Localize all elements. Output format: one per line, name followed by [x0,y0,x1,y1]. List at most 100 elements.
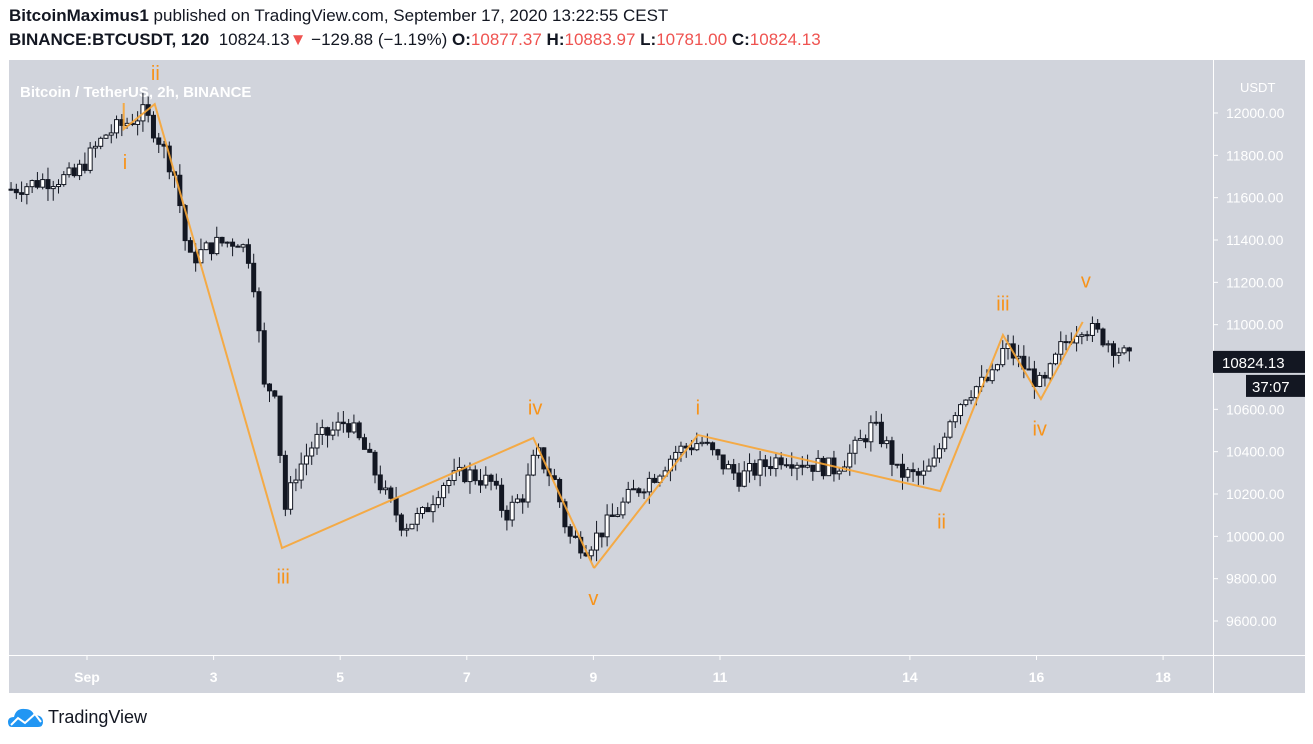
brand-name: TradingView [48,706,148,727]
candle [77,163,83,177]
wave-label: iv [528,397,542,419]
candle [103,134,109,139]
wave-label: i [123,152,127,174]
last-price-tag [1213,350,1305,373]
y-tick-label: 10000.00 [1226,528,1285,544]
candle [1000,348,1006,366]
x-tick-label: 7 [463,669,471,685]
y-tick-label: 10600.00 [1226,401,1285,417]
candle [783,464,789,467]
candle [56,184,62,188]
candle [588,549,594,557]
candle [150,114,156,139]
candle [203,242,209,251]
candle [446,479,452,486]
candle [504,509,510,521]
candle [82,163,88,171]
candle [789,464,795,469]
candle [24,186,30,195]
candle [1121,347,1127,354]
candle [736,472,742,487]
candle [1047,363,1053,379]
candle [409,523,415,530]
wave-label: iii [996,294,1009,316]
x-tick-label: 9 [590,669,598,685]
candle [50,186,56,190]
candle [720,454,726,470]
candle [187,240,193,253]
wave-label: ii [937,512,946,534]
candle [625,488,631,503]
candle [794,464,800,469]
x-tick-label: Sep [74,669,100,685]
candle [277,395,283,456]
candle [478,480,484,486]
wave-label: iv [1032,419,1046,441]
y-tick-label: 11000.00 [1226,317,1284,333]
candle [1037,374,1043,387]
candle [351,422,357,433]
candle [1100,328,1106,346]
candle [346,423,352,433]
candle [8,188,14,191]
candle [815,457,821,472]
last-price: 10824.13 [218,30,290,49]
tradingview-logo[interactable]: TradingView [8,706,147,728]
candle [66,167,72,176]
candle [947,421,953,438]
y-tick-label: 11400.00 [1226,232,1284,248]
candle [288,482,294,510]
candle [836,470,842,475]
candle [810,464,816,472]
candle [293,479,299,484]
candle [230,241,236,247]
candle [309,447,315,457]
candle [520,498,526,503]
candle [330,429,336,436]
candle [773,457,779,470]
candle [567,526,573,537]
candle [451,470,457,481]
x-tick-label: 11 [713,669,728,685]
candle [652,477,658,483]
candle [108,132,114,136]
candle [303,455,309,465]
candle [952,415,958,423]
open-value: 10877.37 [470,30,542,49]
candle [646,477,652,493]
candle [963,399,969,406]
candle [425,507,431,513]
candle [1095,322,1101,330]
candle [1105,343,1111,346]
candle [852,439,858,454]
candle [673,451,679,460]
chart-title: Bitcoin / TetherUS, 2h, BINANCE [20,84,251,101]
candle [863,438,869,443]
candle [388,487,394,499]
candle [799,464,805,468]
candle [372,451,378,476]
candle [900,463,906,478]
candle [868,422,874,443]
symbol: BINANCE:BTCUSDT, 120 [9,30,210,49]
candle [636,488,642,494]
y-tick-label: 11800.00 [1226,147,1284,163]
candle [994,364,1000,371]
x-tick-label: 16 [1029,669,1045,685]
currency-label: USDT [1240,80,1275,95]
candle [731,464,737,474]
candle [19,192,25,195]
candle [235,245,241,248]
candle [525,474,531,503]
candle [367,448,373,453]
candle [752,462,758,476]
candle [958,404,964,417]
candle [1126,347,1132,352]
candle [240,244,246,248]
candle [261,330,267,385]
candle [973,386,979,399]
candle [282,454,288,510]
candle [747,462,753,472]
candle [630,488,636,491]
